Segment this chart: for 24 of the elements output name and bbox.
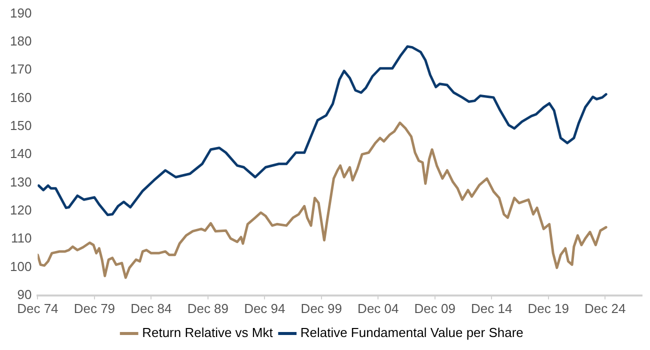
y-tick-label: 110	[10, 230, 32, 246]
y-tick-label: 190	[10, 5, 32, 20]
x-tick-label: Dec 79	[74, 300, 116, 316]
legend-label: Relative Fundamental Value per Share	[300, 325, 524, 340]
y-tick-label: 130	[10, 174, 32, 190]
x-tick-label: Dec 19	[528, 300, 569, 316]
x-tick-label: Dec 74	[17, 300, 58, 316]
x-tick-label: Dec 09	[414, 300, 456, 316]
y-tick-label: 160	[10, 90, 32, 105]
x-tick-label: Dec 94	[244, 300, 286, 316]
y-tick-label: 150	[10, 118, 32, 134]
y-tick-label: 90	[17, 286, 32, 302]
x-tick-label: Dec 99	[300, 300, 342, 316]
y-tick-label: 180	[10, 34, 32, 49]
y-tick-label: 120	[10, 202, 32, 218]
legend-label: Return Relative vs Mkt	[142, 325, 274, 340]
x-tick-label: Dec 04	[358, 300, 399, 316]
x-tick-label: Dec 14	[471, 300, 512, 316]
y-tick-label: 170	[10, 62, 32, 77]
x-tick-label: Dec 84	[130, 300, 172, 316]
y-tick-label: 140	[10, 146, 32, 162]
y-tick-label: 100	[10, 258, 32, 274]
x-tick-label: Dec 89	[187, 300, 229, 316]
x-tick-label: Dec 24	[584, 300, 626, 316]
